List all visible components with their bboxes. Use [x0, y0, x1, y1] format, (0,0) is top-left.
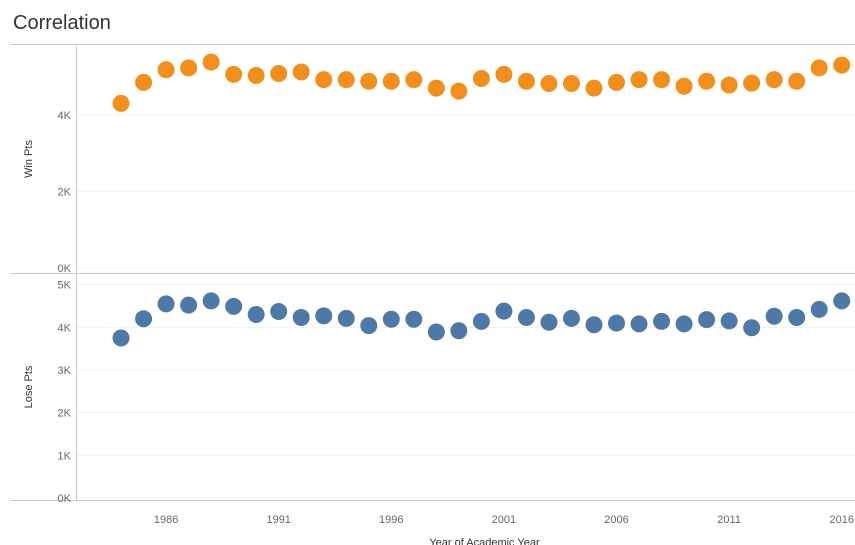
win-point — [337, 71, 355, 89]
lose-point — [270, 303, 288, 321]
lose-point — [405, 310, 423, 328]
win-point — [698, 72, 716, 90]
win-point — [788, 72, 806, 90]
lose-point — [112, 329, 130, 347]
win-point — [270, 65, 288, 83]
win-point — [157, 61, 175, 79]
lose-point — [833, 292, 851, 310]
lose-point — [360, 317, 378, 335]
win-point — [608, 73, 626, 91]
chart-title: Correlation — [13, 12, 111, 34]
win-point — [202, 53, 220, 71]
win-point — [517, 72, 535, 90]
lose-point — [810, 300, 828, 318]
win-point — [540, 75, 558, 93]
lose-point — [788, 309, 806, 327]
y-tick-label: 3K — [58, 365, 72, 377]
win-point — [382, 72, 400, 90]
win-point — [427, 79, 445, 97]
lose-point — [585, 316, 603, 334]
y-tick-label: 0K — [58, 493, 72, 505]
lose-point — [427, 323, 445, 341]
y-tick-label: 4K — [58, 322, 72, 334]
win-point — [675, 77, 693, 95]
lose-point — [180, 296, 198, 314]
win-point — [315, 71, 333, 89]
win-point — [405, 71, 423, 89]
lose-point — [247, 306, 265, 324]
win-point — [765, 71, 783, 89]
lose-point — [472, 312, 490, 330]
win-point — [180, 59, 198, 77]
x-tick-label: 2016 — [829, 514, 853, 526]
lose-point — [540, 313, 558, 331]
win-point — [810, 59, 828, 77]
x-axis-label: Year of Academic Year — [429, 537, 540, 545]
win-point — [292, 63, 310, 81]
y-axis-label: Win Pts — [23, 140, 35, 178]
win-point — [247, 66, 265, 84]
x-tick-label: 1991 — [266, 514, 290, 526]
y-tick-label: 5K — [58, 280, 72, 292]
win-point — [450, 82, 468, 100]
x-tick-label: 2001 — [492, 514, 516, 526]
y-tick-label: 2K — [58, 186, 72, 198]
lose-point — [315, 307, 333, 325]
lose-point — [743, 319, 761, 337]
lose-point — [495, 302, 513, 320]
win-point — [833, 56, 851, 74]
y-tick-label: 2K — [58, 408, 72, 420]
lose-point — [630, 315, 648, 333]
win-point — [720, 76, 738, 94]
lose-point — [653, 312, 671, 330]
lose-point — [292, 309, 310, 327]
x-tick-label: 1986 — [154, 514, 178, 526]
y-tick-label: 1K — [58, 450, 72, 462]
x-tick-label: 2006 — [604, 514, 628, 526]
y-axis-label: Lose Pts — [23, 365, 35, 408]
win-point — [653, 71, 671, 89]
win-point — [360, 72, 378, 90]
lose-point — [675, 315, 693, 333]
lose-point — [517, 309, 535, 327]
win-point — [743, 74, 761, 92]
lose-point — [337, 309, 355, 327]
win-point — [225, 65, 243, 83]
y-tick-label: 0K — [58, 263, 72, 275]
win-point — [112, 94, 130, 112]
win-point — [472, 70, 490, 88]
lose-point — [765, 307, 783, 325]
lose-point — [382, 310, 400, 328]
win-point — [562, 75, 580, 93]
win-point — [630, 71, 648, 89]
lose-point — [157, 295, 175, 313]
lose-point — [698, 311, 716, 329]
x-tick-label: 1996 — [379, 514, 403, 526]
win-point — [135, 73, 153, 91]
y-tick-label: 4K — [58, 110, 72, 122]
lose-point — [225, 297, 243, 315]
lose-point — [562, 309, 580, 327]
lose-point — [608, 314, 626, 332]
lose-point — [450, 322, 468, 340]
win-point — [585, 79, 603, 97]
lose-point — [720, 312, 738, 330]
x-tick-label: 2011 — [717, 514, 741, 526]
win-point — [495, 65, 513, 83]
lose-point — [135, 310, 153, 328]
lose-point — [202, 292, 220, 310]
